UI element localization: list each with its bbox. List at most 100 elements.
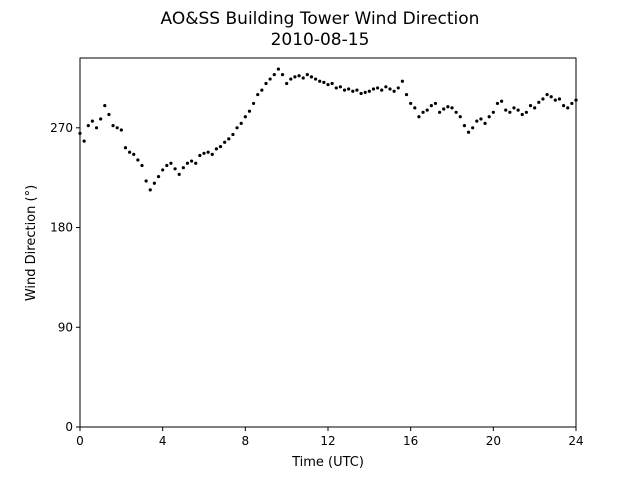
data-point [194,161,198,165]
data-point [351,89,355,93]
data-point [466,130,471,134]
data-point [119,128,123,132]
data-point [322,80,326,84]
data-point [169,161,173,165]
data-point [417,115,421,119]
data-point [115,126,119,130]
data-point [314,77,318,81]
data-point [404,92,409,97]
data-point [214,147,218,151]
data-point [326,82,330,87]
data-point [541,97,545,101]
data-point [438,110,442,114]
data-point [508,110,512,114]
y-axis-label: Wind Direction (°) [24,185,39,301]
x-tick-label: 20 [486,434,501,448]
data-point [140,163,144,168]
data-point [190,159,194,163]
data-point [218,145,223,149]
data-point [429,104,433,108]
data-point [111,123,115,128]
x-tick-label: 24 [568,434,583,448]
data-point [409,101,413,106]
data-point [553,98,557,102]
data-point [475,119,479,123]
data-point [177,172,181,176]
data-point [458,115,462,119]
data-point [471,126,475,130]
data-point [483,121,487,125]
data-point [243,115,247,119]
data-point [227,137,231,141]
data-point [338,85,342,89]
data-point [570,101,574,106]
data-point [334,86,338,90]
data-point [479,117,483,121]
x-tick-label: 16 [403,434,418,448]
data-point [413,106,417,110]
data-point [355,88,359,92]
data-point [289,77,293,81]
data-point [433,101,438,106]
data-point [285,81,289,86]
data-point [462,123,466,128]
data-point [450,106,454,110]
data-point [235,126,239,130]
data-point [487,115,491,119]
data-point [293,75,297,79]
chart-title: AO&SS Building Tower Wind Direction [161,9,480,29]
data-point [421,110,425,114]
data-point [500,99,504,103]
data-point [520,112,524,117]
data-point [276,67,280,71]
data-point [268,77,272,81]
data-point [512,106,516,110]
data-point [161,168,165,172]
data-point [396,86,400,90]
data-point [537,100,541,104]
x-axis-label: Time (UTC) [291,455,364,470]
data-point [107,112,111,117]
data-point [562,104,566,108]
data-point [392,89,396,93]
chart-subtitle: 2010-08-15 [271,30,370,50]
data-point [247,109,252,113]
data-point [94,126,99,130]
data-point [231,132,235,137]
data-point [256,92,260,97]
y-tick-label: 180 [50,221,73,235]
data-point [495,101,500,106]
data-point [446,105,450,109]
data-point [165,163,169,168]
data-point [330,81,334,86]
data-point [152,181,156,185]
data-point [128,150,132,154]
data-point [516,108,520,112]
data-point [264,81,268,86]
data-point [210,152,214,157]
data-point [557,97,562,101]
data-point [136,158,140,162]
data-point [144,179,148,183]
data-point [400,79,404,83]
data-point [198,153,202,158]
data-point [504,108,508,112]
data-point [99,117,103,121]
x-tick-label: 8 [242,434,250,448]
data-point [376,86,380,90]
data-point [280,73,285,77]
plot-frame [79,57,577,428]
data-point [82,139,86,143]
data-point [528,104,533,108]
data-point [549,95,553,99]
data-point [388,87,392,91]
data-point [371,87,376,91]
data-point [223,140,227,144]
data-point [425,108,429,112]
data-point [123,146,128,150]
data-point [252,101,256,106]
data-point [86,123,90,128]
data-point [524,110,529,114]
data-point [347,87,351,91]
data-point [181,166,185,170]
